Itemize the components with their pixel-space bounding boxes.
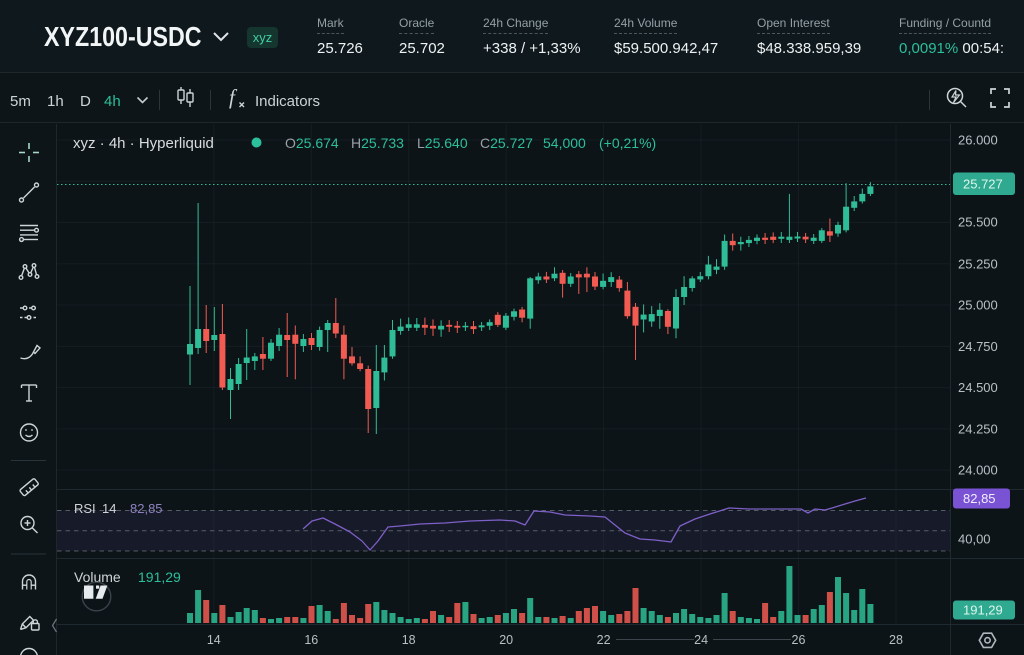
svg-text:26.000: 26.000 [958, 133, 998, 148]
svg-text:16: 16 [304, 633, 318, 647]
svg-text:40,00: 40,00 [958, 532, 991, 547]
svg-text:f: f [229, 87, 238, 109]
svg-text:25.727: 25.727 [963, 177, 1003, 192]
svg-text:22: 22 [597, 633, 611, 647]
svg-text:24.000: 24.000 [958, 463, 998, 478]
svg-text:25.500: 25.500 [958, 215, 998, 230]
svg-text:25.250: 25.250 [958, 256, 998, 271]
svg-text:24: 24 [694, 633, 708, 647]
svg-text:28: 28 [889, 633, 903, 647]
svg-text:25.000: 25.000 [958, 298, 998, 313]
svg-text:xyz · 4h · Hyperliquid: xyz · 4h · Hyperliquid [73, 135, 214, 152]
svg-text:24.250: 24.250 [958, 421, 998, 436]
svg-text:14: 14 [207, 633, 221, 647]
svg-text:20: 20 [499, 633, 513, 647]
svg-text:191,29: 191,29 [963, 603, 1003, 618]
svg-text:18: 18 [402, 633, 416, 647]
svg-text:82,85: 82,85 [963, 491, 996, 506]
svg-text:24.500: 24.500 [958, 380, 998, 395]
svg-text:24.750: 24.750 [958, 339, 998, 354]
svg-text:26: 26 [792, 633, 806, 647]
